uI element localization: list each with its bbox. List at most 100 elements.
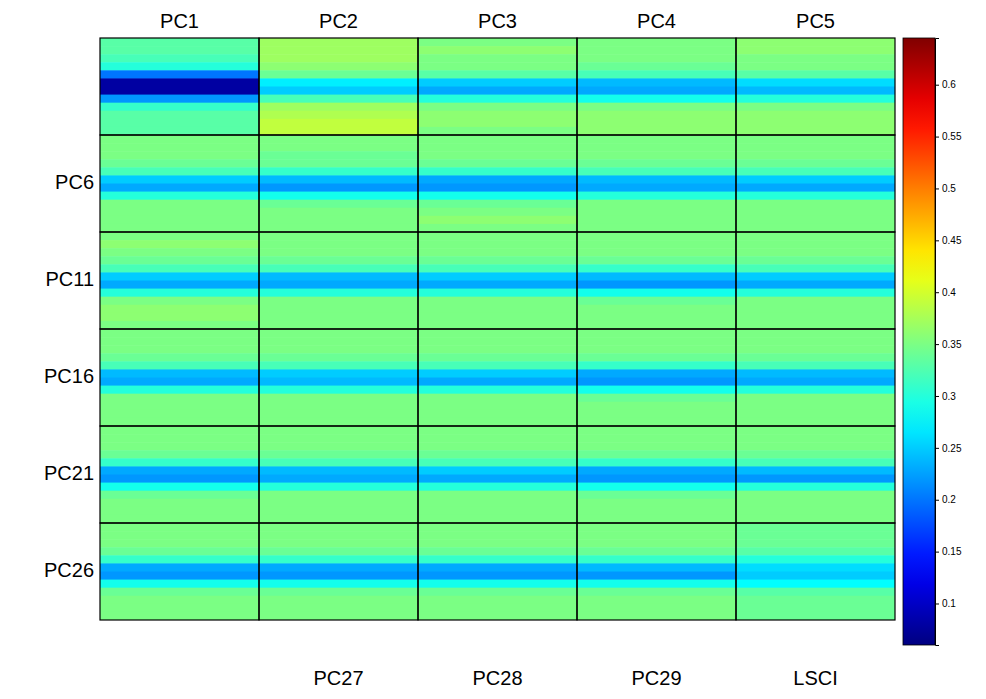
cell (418, 442, 577, 451)
cell (259, 596, 418, 605)
panel-border (100, 135, 259, 232)
cell (736, 281, 895, 290)
cell (100, 224, 259, 233)
cell (577, 62, 736, 71)
cell (100, 499, 259, 508)
cell (100, 450, 259, 459)
cell (736, 369, 895, 378)
panel-border (736, 232, 895, 329)
cell (577, 248, 736, 257)
cell (259, 38, 418, 47)
cell (418, 87, 577, 96)
cell (100, 62, 259, 71)
cell (736, 95, 895, 104)
cell (577, 329, 736, 338)
cell (418, 515, 577, 524)
cell (100, 38, 259, 47)
panel-border (418, 329, 577, 426)
cell (259, 475, 418, 484)
cell (736, 547, 895, 556)
cell (100, 216, 259, 225)
cell (736, 531, 895, 540)
cell (418, 539, 577, 548)
cell (100, 483, 259, 492)
tick-mark (935, 292, 939, 293)
cell (736, 337, 895, 346)
panel-border (736, 135, 895, 232)
cell (736, 46, 895, 55)
bottom-label: PC27 (313, 667, 363, 689)
panel-border (418, 523, 577, 620)
panel-border (577, 523, 736, 620)
cell (259, 200, 418, 209)
cell (418, 313, 577, 322)
cell (259, 256, 418, 265)
cell (736, 143, 895, 152)
cell (259, 119, 418, 128)
cell (418, 458, 577, 467)
cell (736, 127, 895, 136)
cell (259, 361, 418, 370)
cell (418, 175, 577, 184)
cell (259, 264, 418, 273)
cell (100, 329, 259, 338)
cell (418, 127, 577, 136)
cell (100, 264, 259, 273)
tick: 0.35 (935, 339, 962, 350)
cell (577, 612, 736, 620)
cell (259, 232, 418, 241)
cell (100, 555, 259, 564)
cell (418, 143, 577, 152)
cell (736, 224, 895, 233)
cell (577, 604, 736, 613)
cell (259, 394, 418, 403)
cell (100, 135, 259, 144)
cell (736, 491, 895, 500)
cell (736, 572, 895, 581)
cell (736, 588, 895, 597)
cell (100, 515, 259, 524)
row-label: PC21 (44, 462, 94, 484)
axis-line (936, 39, 940, 646)
cell (418, 38, 577, 47)
cell (100, 337, 259, 346)
cell (577, 159, 736, 168)
row-label: PC16 (44, 365, 94, 387)
cell (577, 588, 736, 597)
panel-border (577, 38, 736, 135)
cell (577, 499, 736, 508)
cell (577, 127, 736, 136)
cell (259, 62, 418, 71)
cell (418, 531, 577, 540)
cell (736, 232, 895, 241)
cell (259, 111, 418, 120)
panel-border (418, 232, 577, 329)
cell (100, 95, 259, 104)
cell (577, 580, 736, 589)
tick: 0.5 (935, 183, 956, 194)
tick: 0.2 (935, 494, 956, 505)
cell (100, 151, 259, 160)
tick-label: 0.35 (942, 339, 962, 350)
cell (577, 531, 736, 540)
cell (100, 127, 259, 136)
cell (577, 95, 736, 104)
cell (736, 272, 895, 281)
tick-label: 0.5 (942, 183, 956, 194)
cell (736, 507, 895, 516)
cell (259, 87, 418, 96)
panel-border (736, 523, 895, 620)
cell (100, 232, 259, 241)
column-label: PC2 (319, 10, 358, 32)
cell (100, 272, 259, 281)
cell (418, 200, 577, 209)
cell (577, 386, 736, 395)
cell (259, 580, 418, 589)
cell (577, 143, 736, 152)
cell (418, 596, 577, 605)
cell (418, 321, 577, 330)
cell (259, 547, 418, 556)
tick-label: 0.2 (942, 494, 956, 505)
cell (736, 62, 895, 71)
panel-border (736, 329, 895, 426)
